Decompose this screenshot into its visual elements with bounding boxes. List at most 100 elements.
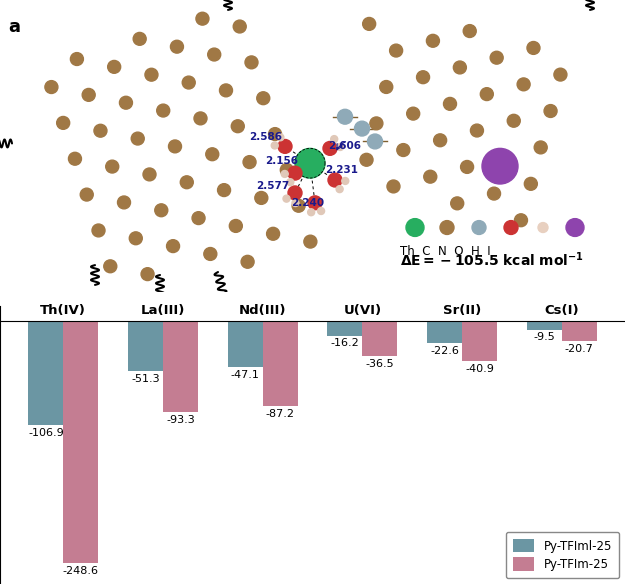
Bar <box>562 321 597 341</box>
Circle shape <box>308 196 322 210</box>
Circle shape <box>145 68 158 81</box>
Circle shape <box>104 260 117 273</box>
Circle shape <box>255 192 268 204</box>
Text: Th(IV): Th(IV) <box>41 304 86 317</box>
Circle shape <box>229 220 242 232</box>
Circle shape <box>133 33 146 46</box>
Text: -9.5: -9.5 <box>533 332 555 342</box>
Circle shape <box>338 109 352 124</box>
Circle shape <box>488 187 501 200</box>
Circle shape <box>206 148 219 161</box>
Circle shape <box>217 183 231 197</box>
Circle shape <box>287 179 294 186</box>
Circle shape <box>498 151 511 164</box>
Text: $\bf{\Delta E = -105.5\ kcal\ mol^{-1}}$: $\bf{\Delta E = -105.5\ kcal\ mol^{-1}}$ <box>400 251 584 269</box>
Text: U(VI): U(VI) <box>343 304 381 317</box>
Circle shape <box>288 166 302 180</box>
Bar <box>163 321 198 412</box>
Circle shape <box>482 148 518 184</box>
Text: 2.231: 2.231 <box>326 165 359 175</box>
Text: -248.6: -248.6 <box>62 566 99 576</box>
Circle shape <box>106 160 119 173</box>
Circle shape <box>362 18 376 30</box>
Text: -20.7: -20.7 <box>565 344 594 354</box>
Circle shape <box>534 141 548 154</box>
Circle shape <box>524 178 538 190</box>
Bar <box>462 321 497 360</box>
Circle shape <box>194 112 207 125</box>
Circle shape <box>360 154 373 166</box>
Circle shape <box>57 116 69 129</box>
Text: -87.2: -87.2 <box>266 409 294 419</box>
Circle shape <box>328 173 342 187</box>
Bar <box>228 321 262 367</box>
Circle shape <box>331 135 338 142</box>
Circle shape <box>157 104 170 117</box>
Circle shape <box>397 144 410 157</box>
Circle shape <box>554 68 567 81</box>
Circle shape <box>463 25 476 37</box>
Circle shape <box>166 239 179 252</box>
Text: Nd(III): Nd(III) <box>239 304 286 317</box>
Circle shape <box>241 255 254 268</box>
Circle shape <box>323 141 337 155</box>
Circle shape <box>407 107 420 120</box>
Circle shape <box>131 132 144 145</box>
Text: La(III): La(III) <box>141 304 185 317</box>
Bar <box>63 321 98 563</box>
Circle shape <box>69 152 81 165</box>
Circle shape <box>143 168 156 181</box>
Circle shape <box>94 124 107 137</box>
Circle shape <box>192 211 205 224</box>
Text: Sr(II): Sr(II) <box>443 304 481 317</box>
Text: -40.9: -40.9 <box>465 363 494 374</box>
Text: Th  C  N  O  H  I: Th C N O H I <box>400 245 491 258</box>
Circle shape <box>544 105 557 117</box>
Circle shape <box>472 221 486 234</box>
Text: -22.6: -22.6 <box>430 346 459 356</box>
Text: -51.3: -51.3 <box>131 374 160 384</box>
Circle shape <box>368 134 382 149</box>
Bar <box>427 321 462 343</box>
Circle shape <box>318 207 324 214</box>
Circle shape <box>288 186 302 200</box>
Circle shape <box>292 200 299 207</box>
Circle shape <box>107 60 121 74</box>
Circle shape <box>426 34 439 47</box>
Circle shape <box>389 44 402 57</box>
Bar <box>262 321 298 406</box>
Text: -106.9: -106.9 <box>28 428 64 438</box>
Circle shape <box>269 128 281 141</box>
Circle shape <box>283 195 290 202</box>
Circle shape <box>180 176 193 189</box>
Circle shape <box>129 232 142 245</box>
Text: Cs(I): Cs(I) <box>544 304 579 317</box>
Circle shape <box>171 40 184 53</box>
Circle shape <box>278 140 292 154</box>
Circle shape <box>80 188 93 201</box>
Bar <box>527 321 562 330</box>
Circle shape <box>292 199 305 212</box>
Circle shape <box>141 267 154 280</box>
Circle shape <box>71 53 83 65</box>
Circle shape <box>233 20 246 33</box>
Circle shape <box>267 227 279 240</box>
Circle shape <box>337 144 344 151</box>
Legend: Py-TFIml-25, Py-TFIm-25: Py-TFIml-25, Py-TFIm-25 <box>506 531 619 578</box>
Circle shape <box>281 171 288 178</box>
Text: -16.2: -16.2 <box>331 339 359 349</box>
Circle shape <box>517 78 530 91</box>
Circle shape <box>416 71 429 84</box>
Text: 2.240: 2.240 <box>291 198 324 208</box>
Circle shape <box>527 41 540 54</box>
Bar <box>28 321 63 425</box>
Circle shape <box>387 180 400 193</box>
Text: -36.5: -36.5 <box>366 359 394 369</box>
Bar <box>328 321 362 336</box>
Circle shape <box>182 76 195 89</box>
Text: 2.577: 2.577 <box>256 181 289 191</box>
Circle shape <box>219 84 232 97</box>
Circle shape <box>451 197 464 210</box>
Circle shape <box>281 164 293 176</box>
Circle shape <box>308 209 314 215</box>
